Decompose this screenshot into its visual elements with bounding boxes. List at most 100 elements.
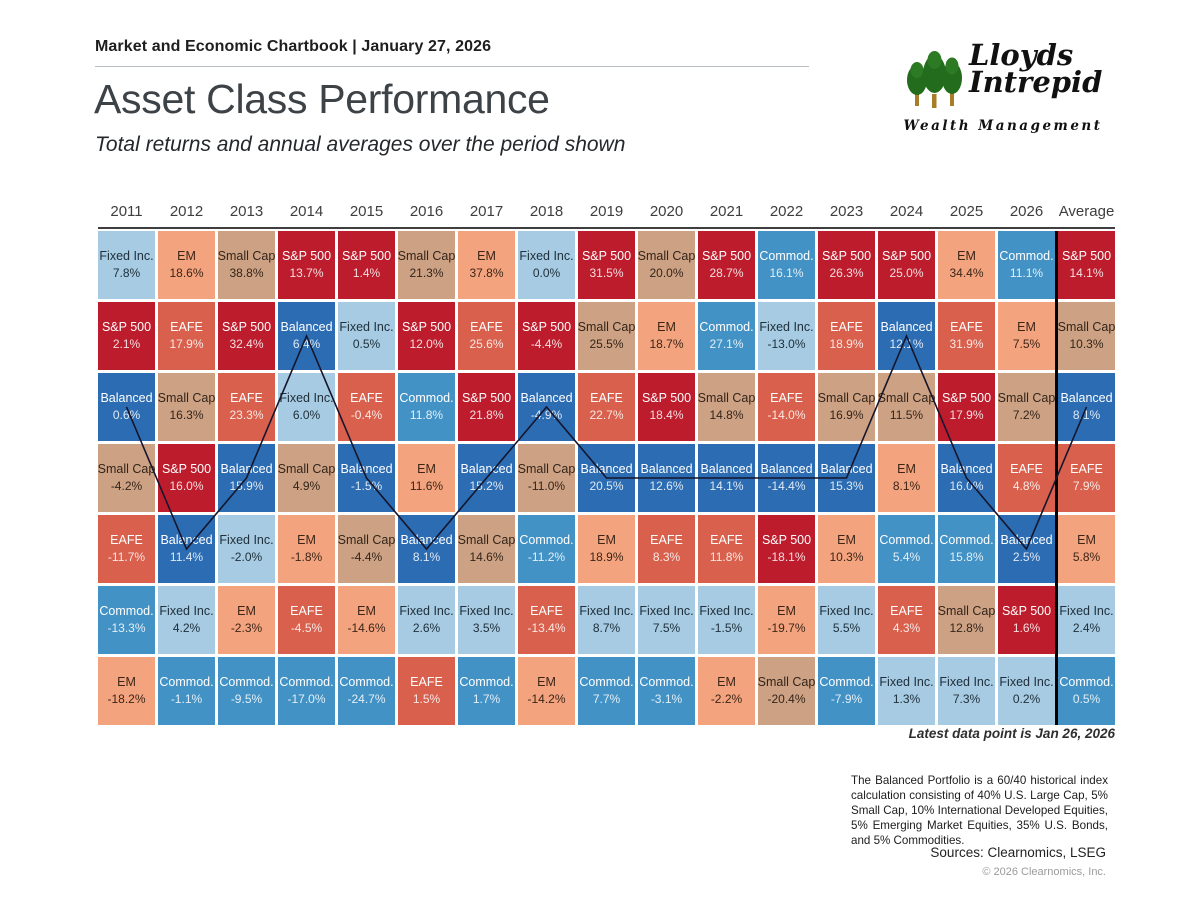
asset-cell: S&P 500 31.5% xyxy=(578,231,635,299)
asset-cell: EAFE 25.6% xyxy=(458,302,515,370)
asset-name: S&P 500 xyxy=(461,390,512,405)
asset-value: 7.9% xyxy=(1072,479,1101,494)
asset-cell: Small Cap -4.4% xyxy=(338,515,395,583)
asset-cell: Balanced 15.9% xyxy=(218,444,275,512)
asset-value: -2.2% xyxy=(710,692,743,707)
asset-name: Small Cap xyxy=(997,390,1056,405)
year-label: 2026 xyxy=(1009,203,1044,220)
asset-value: 5.8% xyxy=(1072,550,1101,565)
asset-value: -4.9% xyxy=(530,408,563,423)
asset-cell: Balanced 12.6% xyxy=(638,444,695,512)
asset-name: Fixed Inc. xyxy=(819,603,874,618)
year-label: Average xyxy=(1058,203,1115,220)
asset-cell: EM 18.9% xyxy=(578,515,635,583)
asset-value: 1.7% xyxy=(472,692,501,707)
asset-value: 28.7% xyxy=(709,266,744,281)
asset-name: S&P 500 xyxy=(161,461,212,476)
asset-value: 0.0% xyxy=(532,266,561,281)
asset-value: 34.4% xyxy=(949,266,984,281)
asset-value: 10.3% xyxy=(1069,337,1104,352)
asset-value: 17.9% xyxy=(949,408,984,423)
asset-cell: EM 10.3% xyxy=(818,515,875,583)
asset-value: -17.0% xyxy=(287,692,326,707)
asset-name: EM xyxy=(957,248,976,263)
header-divider xyxy=(95,66,809,67)
asset-cell: Fixed Inc. 6.0% xyxy=(278,373,335,441)
asset-value: 25.0% xyxy=(889,266,924,281)
asset-cell: EM -19.7% xyxy=(758,586,815,654)
page-title: Asset Class Performance xyxy=(94,76,550,122)
asset-name: EAFE xyxy=(1070,461,1103,476)
asset-name: S&P 500 xyxy=(1001,603,1052,618)
asset-name: Commod. xyxy=(159,674,214,689)
asset-name: Fixed Inc. xyxy=(219,532,274,547)
asset-value: 16.0% xyxy=(169,479,204,494)
asset-name: Small Cap xyxy=(337,532,396,547)
asset-name: Balanced xyxy=(160,532,213,547)
asset-value: 5.5% xyxy=(832,621,861,636)
asset-cell: S&P 500 32.4% xyxy=(218,302,275,370)
asset-cell: Balanced 8.1% xyxy=(398,515,455,583)
year-header-row: 2011 2012 2013 2014 2015 2016 2017 2018 2019 2020… xyxy=(98,203,1115,225)
asset-name: Commod. xyxy=(219,674,274,689)
asset-name: Small Cap xyxy=(697,390,756,405)
asset-cell: Commod. -1.1% xyxy=(158,657,215,725)
asset-name: Commod. xyxy=(579,674,634,689)
balanced-portfolio-footnote: The Balanced Portfolio is a 60/40 histor… xyxy=(851,774,1108,848)
asset-name: Commod. xyxy=(1059,674,1114,689)
asset-name: Fixed Inc. xyxy=(879,674,934,689)
asset-cell: S&P 500 1.6% xyxy=(998,586,1055,654)
asset-name: Fixed Inc. xyxy=(459,603,514,618)
asset-value: 31.5% xyxy=(589,266,624,281)
asset-value: 14.1% xyxy=(709,479,744,494)
asset-name: S&P 500 xyxy=(881,248,932,263)
asset-cell: Fixed Inc. 0.2% xyxy=(998,657,1055,725)
asset-value: 4.9% xyxy=(292,479,321,494)
asset-name: Small Cap xyxy=(157,390,216,405)
asset-value: -11.2% xyxy=(527,550,566,565)
asset-cell: Balanced 15.3% xyxy=(818,444,875,512)
asset-cell: Small Cap 21.3% xyxy=(398,231,455,299)
asset-value: 0.5% xyxy=(352,337,381,352)
asset-cell: Commod. -3.1% xyxy=(638,657,695,725)
asset-cell: S&P 500 21.8% xyxy=(458,373,515,441)
asset-value: 17.9% xyxy=(169,337,204,352)
asset-name: S&P 500 xyxy=(701,248,752,263)
asset-value: 16.9% xyxy=(829,408,864,423)
latest-data-note: Latest data point is Jan 26, 2026 xyxy=(908,726,1115,741)
asset-cell: Small Cap 20.0% xyxy=(638,231,695,299)
asset-value: 8.1% xyxy=(1072,408,1101,423)
asset-name: Small Cap xyxy=(877,390,936,405)
asset-name: EM xyxy=(1077,532,1096,547)
asset-name: S&P 500 xyxy=(821,248,872,263)
asset-value: -1.5% xyxy=(350,479,383,494)
company-logo: Lloyds Intrepid Wealth Management xyxy=(903,41,1108,135)
asset-value: 2.4% xyxy=(1072,621,1101,636)
asset-value: -14.0% xyxy=(767,408,806,423)
asset-name: EAFE xyxy=(590,390,623,405)
asset-cell: Small Cap 16.9% xyxy=(818,373,875,441)
asset-name: EM xyxy=(717,674,736,689)
asset-name: Fixed Inc. xyxy=(159,603,214,618)
logo-name-line2: Intrepid xyxy=(969,64,1103,99)
asset-cell: S&P 500 2.1% xyxy=(98,302,155,370)
asset-value: 15.2% xyxy=(469,479,504,494)
asset-name: Balanced xyxy=(1060,390,1113,405)
asset-value: 21.8% xyxy=(469,408,504,423)
asset-cell: Commod. 11.8% xyxy=(398,373,455,441)
asset-name: EAFE xyxy=(1010,461,1043,476)
asset-name: Fixed Inc. xyxy=(759,319,814,334)
asset-value: 6.0% xyxy=(292,408,321,423)
asset-value: 20.0% xyxy=(649,266,684,281)
asset-name: Commod. xyxy=(999,248,1054,263)
asset-cell: Small Cap -20.4% xyxy=(758,657,815,725)
asset-cell: Small Cap 12.8% xyxy=(938,586,995,654)
asset-name: EAFE xyxy=(530,603,563,618)
asset-name: Small Cap xyxy=(817,390,876,405)
asset-value: 18.4% xyxy=(649,408,684,423)
asset-cell: Fixed Inc. -13.0% xyxy=(758,302,815,370)
asset-value: 8.1% xyxy=(412,550,441,565)
grid-cells: Fixed Inc. 7.8% S&P 500 2.1% Balanced 0.6% Sma… xyxy=(98,231,1115,725)
asset-cell: EM 18.7% xyxy=(638,302,695,370)
